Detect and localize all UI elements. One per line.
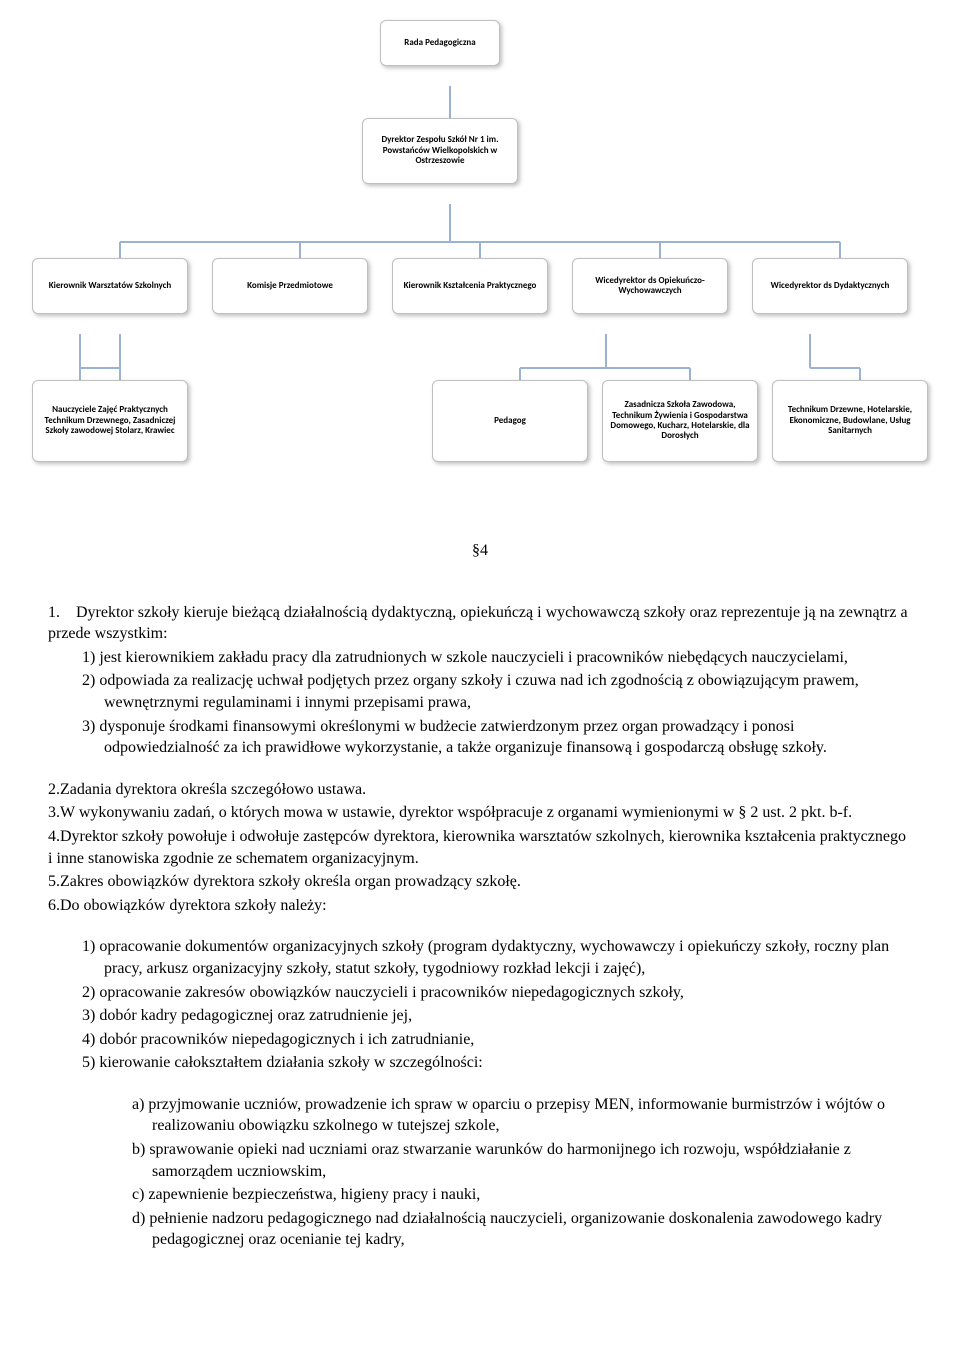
para-6-item-2: 2) opracowanie zakresów obowiązków naucz… (48, 982, 912, 1004)
node-director: Dyrektor Zespołu Szkół Nr 1 im. Powstańc… (362, 118, 518, 184)
node-c5: Wicedyrektor ds Dydaktycznych (752, 258, 908, 314)
para-6-5-b: b) sprawowanie opieki nad uczniami oraz … (48, 1139, 912, 1182)
document-body: §4 1. Dyrektor szkoły kieruje bieżącą dz… (0, 490, 960, 1291)
node-c2: Komisje Przedmiotowe (212, 258, 368, 314)
para-6: 6.Do obowiązków dyrektora szkoły należy: (48, 895, 912, 917)
para-6-item-5: 5) kierowanie całokształtem działania sz… (48, 1052, 912, 1074)
para-6-item-1: 1) opracowanie dokumentów organizacyjnyc… (48, 936, 912, 979)
node-c4: Wicedyrektor ds Opiekuńczo-Wychowawczych (572, 258, 728, 314)
node-g1: Nauczyciele Zajęć Praktycznych Technikum… (32, 380, 188, 462)
para-6-5-c: c) zapewnienie bezpieczeństwa, higieny p… (48, 1184, 912, 1206)
para-2: 2.Zadania dyrektora określa szczegółowo … (48, 779, 912, 801)
para-1: 1. Dyrektor szkoły kieruje bieżącą dział… (48, 602, 912, 645)
node-c3: Kierownik Kształcenia Praktycznego (392, 258, 548, 314)
node-root: Rada Pedagogiczna (380, 20, 500, 66)
node-g3: Zasadnicza Szkoła Zawodowa, Technikum Ży… (602, 380, 758, 462)
para-6-5-a: a) przyjmowanie uczniów, prowadzenie ich… (48, 1094, 912, 1137)
node-g4: Technikum Drzewne, Hotelarskie, Ekonomic… (772, 380, 928, 462)
para-1-num: 1. (48, 604, 60, 621)
para-1-item-2: 2) odpowiada za realizację uchwał podjęt… (48, 670, 912, 713)
para-6-item-4: 4) dobór pracowników niepedagogicznych i… (48, 1029, 912, 1051)
section-number: §4 (48, 540, 912, 562)
para-6-5-d: d) pełnienie nadzoru pedagogicznego nad … (48, 1208, 912, 1251)
para-1-text: Dyrektor szkoły kieruje bieżącą działaln… (48, 604, 908, 643)
org-chart: Rada Pedagogiczna Dyrektor Zespołu Szkół… (0, 0, 960, 490)
node-g2: Pedagog (432, 380, 588, 462)
para-4: 4.Dyrektor szkoły powołuje i odwołuje za… (48, 826, 912, 869)
para-1-item-3: 3) dysponuje środkami finansowymi określ… (48, 716, 912, 759)
para-3: 3.W wykonywaniu zadań, o których mowa w … (48, 802, 912, 824)
para-1-item-1: 1) jest kierownikiem zakładu pracy dla z… (48, 647, 912, 669)
node-c1: Kierownik Warsztatów Szkolnych (32, 258, 188, 314)
para-5: 5.Zakres obowiązków dyrektora szkoły okr… (48, 871, 912, 893)
para-6-item-3: 3) dobór kadry pedagogicznej oraz zatrud… (48, 1005, 912, 1027)
